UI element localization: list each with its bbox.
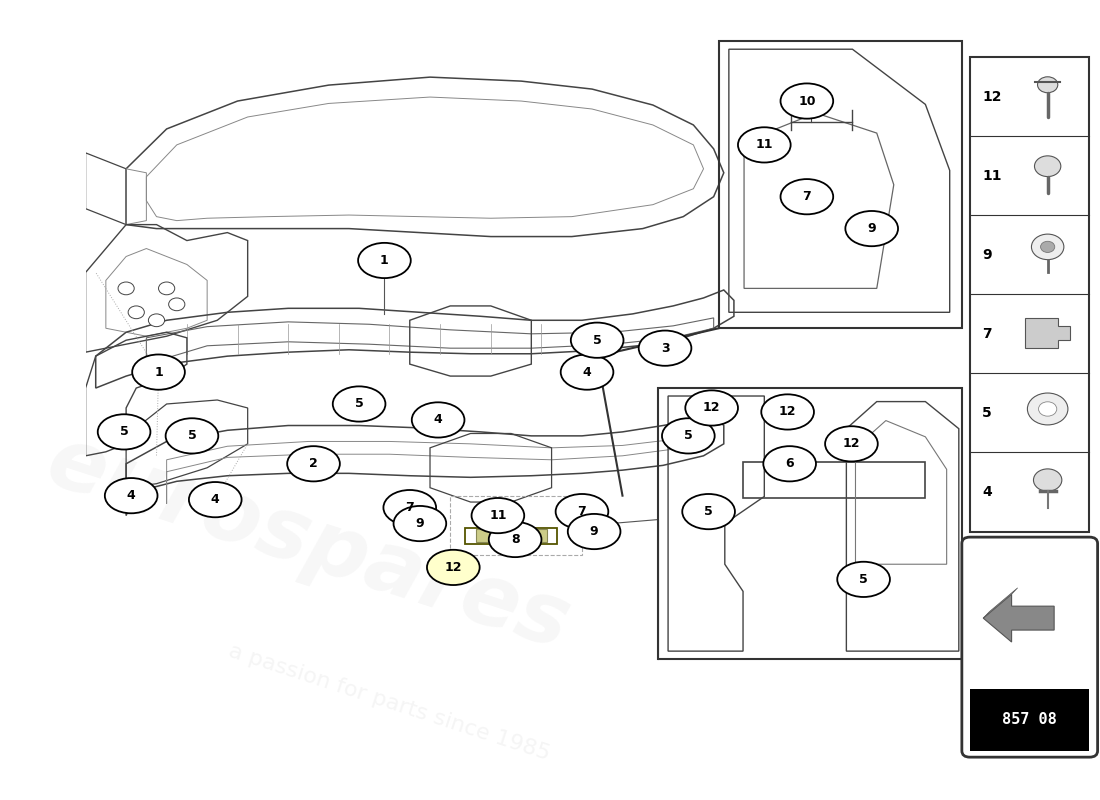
Circle shape	[1037, 77, 1058, 93]
Text: 2: 2	[309, 458, 318, 470]
Ellipse shape	[384, 490, 436, 526]
Text: 1: 1	[381, 254, 388, 267]
Circle shape	[148, 314, 165, 326]
Text: 5: 5	[859, 573, 868, 586]
Text: 5: 5	[354, 398, 363, 410]
Text: 11: 11	[982, 169, 1002, 182]
Text: 11: 11	[490, 509, 507, 522]
Text: 12: 12	[444, 561, 462, 574]
Text: 7: 7	[803, 190, 811, 203]
Text: 10: 10	[799, 94, 815, 107]
Text: 12: 12	[703, 402, 720, 414]
Bar	[718, 42, 961, 328]
Text: 11: 11	[756, 138, 773, 151]
Circle shape	[118, 282, 134, 294]
Ellipse shape	[738, 127, 791, 162]
Ellipse shape	[556, 494, 608, 530]
Text: 9: 9	[416, 517, 425, 530]
Ellipse shape	[846, 211, 898, 246]
Ellipse shape	[763, 446, 816, 482]
Bar	[970, 57, 1089, 531]
Text: 6: 6	[785, 458, 794, 470]
Ellipse shape	[472, 498, 525, 534]
Ellipse shape	[571, 322, 624, 358]
Circle shape	[1038, 402, 1057, 416]
Polygon shape	[1025, 318, 1070, 348]
Bar	[970, 689, 1089, 750]
Text: 5: 5	[593, 334, 602, 346]
Text: 9: 9	[982, 248, 992, 262]
Text: 12: 12	[982, 90, 1002, 104]
Ellipse shape	[488, 522, 541, 557]
Text: 4: 4	[126, 489, 135, 502]
Ellipse shape	[411, 402, 464, 438]
Polygon shape	[475, 529, 547, 542]
Text: 5: 5	[704, 505, 713, 518]
Ellipse shape	[287, 446, 340, 482]
Ellipse shape	[682, 494, 735, 530]
Text: 12: 12	[779, 406, 796, 418]
Circle shape	[1032, 234, 1064, 260]
Bar	[658, 388, 961, 659]
Ellipse shape	[781, 179, 833, 214]
Text: 7: 7	[982, 327, 992, 341]
Text: 12: 12	[843, 438, 860, 450]
Polygon shape	[983, 588, 1018, 618]
Text: 7: 7	[578, 505, 586, 518]
Text: 5: 5	[982, 406, 992, 420]
Text: 1: 1	[154, 366, 163, 378]
Text: 5: 5	[188, 430, 196, 442]
Ellipse shape	[189, 482, 242, 518]
Text: 3: 3	[646, 351, 653, 364]
Polygon shape	[983, 594, 1054, 642]
Ellipse shape	[98, 414, 151, 450]
Ellipse shape	[639, 330, 692, 366]
Text: 4: 4	[433, 414, 442, 426]
Circle shape	[128, 306, 144, 318]
Text: 8: 8	[510, 533, 519, 546]
Ellipse shape	[825, 426, 878, 462]
Ellipse shape	[781, 83, 833, 118]
Ellipse shape	[685, 390, 738, 426]
Text: 9: 9	[590, 525, 598, 538]
Ellipse shape	[359, 243, 410, 278]
FancyBboxPatch shape	[961, 537, 1098, 757]
Ellipse shape	[132, 354, 185, 390]
Ellipse shape	[568, 514, 620, 549]
Text: 3: 3	[661, 342, 669, 354]
Text: 4: 4	[211, 493, 220, 506]
Ellipse shape	[561, 354, 614, 390]
Text: 857 08: 857 08	[1002, 712, 1057, 727]
Ellipse shape	[394, 506, 447, 541]
Circle shape	[1034, 469, 1062, 491]
Ellipse shape	[166, 418, 218, 454]
Text: eurospares: eurospares	[36, 420, 580, 667]
Circle shape	[168, 298, 185, 310]
Ellipse shape	[427, 550, 480, 585]
Ellipse shape	[104, 478, 157, 514]
Text: 9: 9	[868, 222, 876, 235]
Text: 5: 5	[684, 430, 693, 442]
Ellipse shape	[662, 418, 715, 454]
Circle shape	[158, 282, 175, 294]
Text: a passion for parts since 1985: a passion for parts since 1985	[227, 642, 553, 765]
Ellipse shape	[333, 386, 385, 422]
Circle shape	[1034, 156, 1060, 177]
Text: 5: 5	[120, 426, 129, 438]
Bar	[450, 496, 582, 555]
Text: 4: 4	[982, 485, 992, 499]
Circle shape	[1027, 393, 1068, 425]
Circle shape	[1041, 242, 1055, 253]
Ellipse shape	[837, 562, 890, 597]
Ellipse shape	[761, 394, 814, 430]
Text: 7: 7	[406, 501, 414, 514]
Text: 4: 4	[583, 366, 592, 378]
